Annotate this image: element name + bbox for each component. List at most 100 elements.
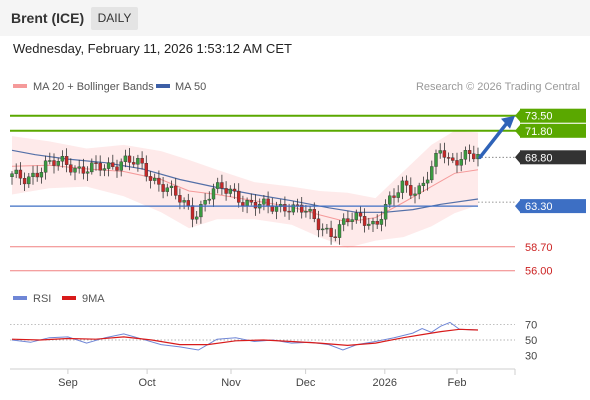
candle <box>425 171 430 191</box>
rsi-ma-legend-label: 9MA <box>82 293 105 305</box>
price-levels: 73.50 71.80 68.80 63.30 58.70 56.00 <box>10 108 586 278</box>
candle-body <box>266 198 270 206</box>
candle <box>127 148 132 171</box>
candle <box>73 165 77 181</box>
level-minor_support: 56.00 <box>10 266 553 278</box>
candle-body <box>350 219 354 222</box>
rsi-legend-label: RSI <box>33 293 51 305</box>
candle-body <box>85 171 90 174</box>
candle <box>90 158 94 175</box>
candle-body <box>173 185 178 196</box>
candle-body <box>194 216 199 220</box>
candle-body <box>274 206 279 212</box>
candle <box>22 172 27 191</box>
candle <box>211 183 216 207</box>
candle <box>392 188 396 206</box>
candle <box>77 159 81 174</box>
candle <box>467 144 472 162</box>
candle-body <box>27 176 31 185</box>
candle-body <box>94 162 98 164</box>
candle <box>39 167 44 184</box>
candle <box>459 152 463 172</box>
candle <box>31 165 35 185</box>
ma50-legend-swatch <box>156 84 170 88</box>
candle-body <box>48 160 52 162</box>
level-value: 63.30 <box>525 201 553 213</box>
candle <box>325 224 329 234</box>
level-label-pointer <box>515 108 521 123</box>
rsi-ma-line <box>11 328 479 347</box>
candle-body <box>379 219 384 225</box>
candle <box>358 206 363 224</box>
x-axis-ticks: Sep Oct Nov Dec 2026 Feb <box>58 369 466 389</box>
rsi-tick-label: 50 <box>525 335 537 347</box>
candle <box>48 152 52 165</box>
candle-body <box>472 153 476 160</box>
candle-body <box>430 166 434 181</box>
candle-body <box>207 198 212 201</box>
candle <box>442 142 447 164</box>
candle-body <box>111 162 115 167</box>
candle-body <box>333 236 337 239</box>
candle <box>43 155 48 180</box>
candle <box>342 213 346 232</box>
x-tick-label: Oct <box>139 377 156 389</box>
candle-body <box>43 160 48 173</box>
candle-body <box>131 162 136 165</box>
candle-body <box>451 157 455 161</box>
candle <box>316 210 321 238</box>
level-label-box <box>520 108 586 123</box>
candle-body <box>73 167 77 173</box>
candle <box>169 180 174 196</box>
candle-body <box>291 204 295 213</box>
candle-body <box>404 180 409 186</box>
candle-body <box>245 199 249 206</box>
candle <box>27 173 31 188</box>
level-label-pointer <box>515 150 521 165</box>
level-value: 73.50 <box>525 111 553 123</box>
candle-body <box>136 157 140 165</box>
candle-body <box>455 160 459 166</box>
candle <box>249 193 254 206</box>
level-label-pointer <box>515 199 521 214</box>
candle-body <box>283 204 287 212</box>
level-label-box <box>520 123 586 138</box>
research-credit: Research © 2026 Trading Central <box>416 81 580 93</box>
candle-body <box>354 212 358 220</box>
candle-body <box>392 195 396 198</box>
candle-body <box>434 152 438 167</box>
candle <box>404 175 409 193</box>
candle <box>446 152 451 166</box>
candle-body <box>241 202 245 206</box>
candle-body <box>178 195 182 203</box>
rsi-lines: 70 50 30 <box>10 320 537 362</box>
candle <box>451 153 455 164</box>
rsi-tick-label: 30 <box>525 350 537 362</box>
candle <box>115 159 119 178</box>
period-daily-button[interactable]: DAILY <box>91 7 138 30</box>
candle-body <box>31 172 35 178</box>
candle <box>56 157 60 171</box>
candle <box>236 183 241 208</box>
candle <box>81 158 86 180</box>
candle <box>194 211 199 224</box>
candle <box>52 153 56 174</box>
candle <box>152 173 157 185</box>
candle-body <box>203 200 207 205</box>
candle <box>14 163 18 179</box>
level-value: 71.80 <box>525 126 553 138</box>
candle <box>207 191 212 205</box>
candle <box>304 204 308 218</box>
candle-body <box>253 201 258 209</box>
candle-body <box>358 212 363 217</box>
candle <box>337 220 342 245</box>
candle-body <box>300 204 304 213</box>
candle-body <box>346 218 350 223</box>
candle-body <box>400 180 405 193</box>
x-tick-label: Dec <box>296 377 316 389</box>
candle <box>367 217 371 230</box>
candle-body <box>287 210 291 213</box>
candle-body <box>90 162 94 173</box>
